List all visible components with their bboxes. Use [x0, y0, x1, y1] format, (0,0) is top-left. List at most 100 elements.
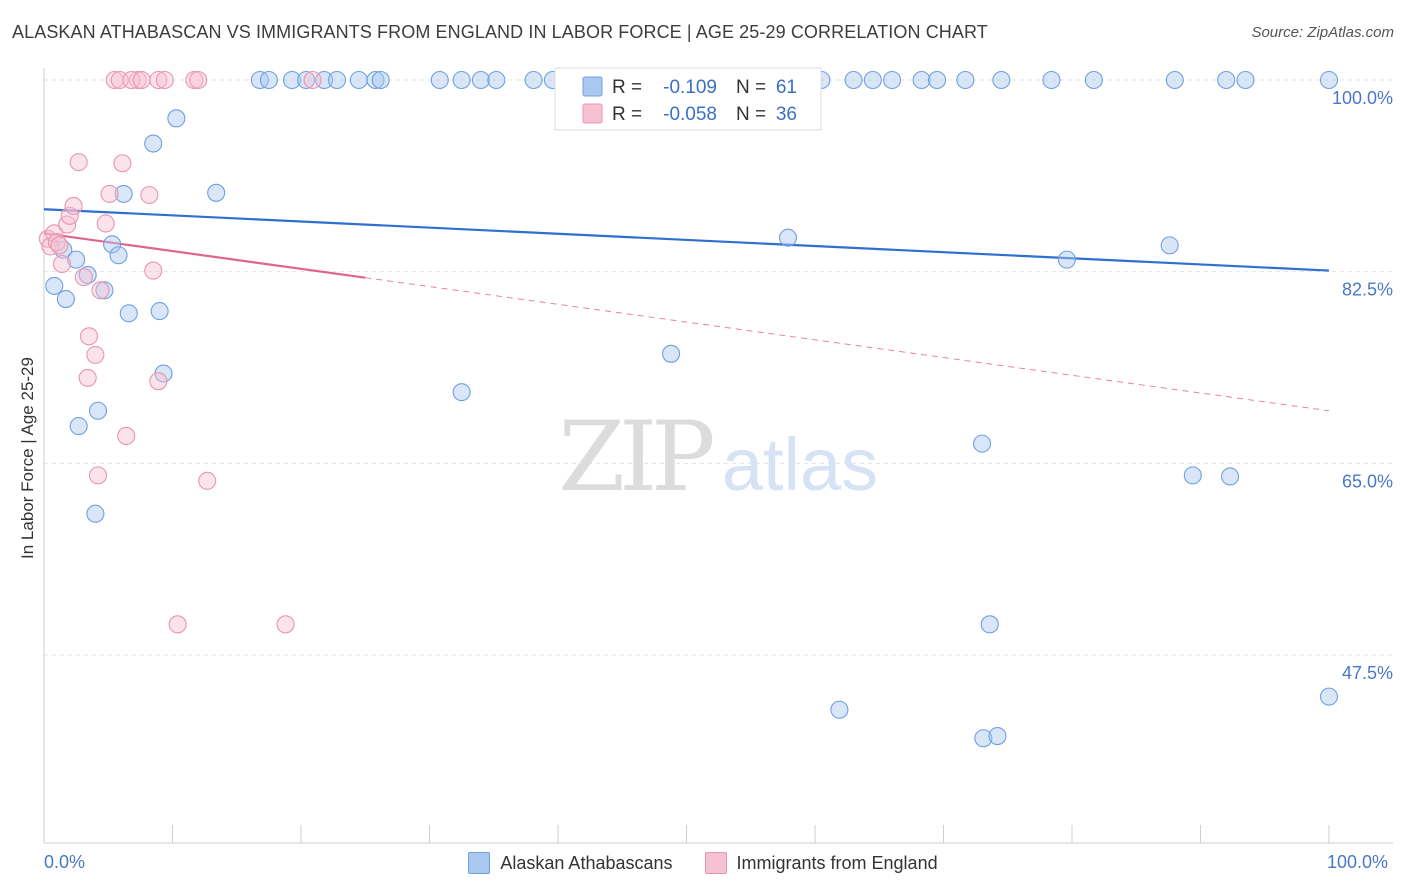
point-athabascans-43 [928, 70, 947, 90]
axes [43, 68, 1393, 844]
point-england-3 [47, 233, 66, 252]
point-athabascans-6 [69, 417, 88, 436]
point-athabascans-11 [114, 184, 133, 203]
point-athabascans-31 [524, 70, 543, 90]
point-athabascans-48 [1165, 70, 1184, 90]
point-athabascans-41 [883, 70, 902, 90]
stats-swatch-0 [582, 76, 603, 97]
point-england-11 [78, 368, 97, 387]
point-england-34 [189, 70, 208, 90]
point-athabascans-8 [86, 504, 105, 523]
point-england-5 [52, 254, 72, 274]
point-athabascans-12 [119, 304, 138, 323]
trend-lines [43, 208, 1330, 412]
watermark-zip: ZIP [558, 401, 713, 513]
point-athabascans-44 [956, 70, 975, 90]
point-england-8 [64, 196, 83, 216]
point-athabascans-45 [992, 70, 1011, 90]
point-england-4 [50, 236, 69, 255]
point-england-16 [96, 214, 115, 233]
point-athabascans-64 [1319, 70, 1339, 90]
point-athabascans-27 [430, 70, 449, 90]
legend-item-england: Immigrants from England [704, 852, 938, 874]
point-england-27 [276, 615, 295, 634]
point-england-35 [303, 70, 322, 90]
point-athabascans-16 [167, 109, 186, 128]
point-athabascans-52 [662, 344, 681, 363]
point-athabascans-54 [830, 700, 849, 719]
point-athabascans-28 [452, 70, 471, 90]
stats-n-label-0: N = [736, 77, 766, 98]
point-england-21 [128, 70, 147, 90]
x-tick-label-max: 100.0% [1327, 852, 1389, 872]
point-england-30 [132, 70, 151, 90]
chart-title: ALASKAN ATHABASCAN VS IMMIGRANTS FROM EN… [12, 22, 988, 42]
point-athabascans-5 [95, 281, 114, 300]
point-athabascans-40 [863, 70, 882, 90]
point-athabascans-57 [1057, 250, 1076, 269]
stats-r-label-1: R = [612, 104, 642, 125]
point-england-29 [122, 70, 141, 90]
point-athabascans-1 [56, 289, 75, 309]
chart-legend: Alaskan Athabascans Immigrants from Engl… [0, 852, 1406, 874]
point-england-15 [91, 281, 110, 300]
point-england-22 [140, 185, 159, 205]
point-england-17 [100, 184, 119, 203]
point-england-24 [149, 372, 168, 391]
stats-n-value-0: 61 [776, 77, 797, 98]
point-england-31 [149, 70, 168, 90]
point-england-19 [113, 154, 132, 173]
y-tick-label-1: 82.5% [1342, 280, 1393, 300]
point-athabascans-7 [88, 401, 108, 420]
point-england-25 [168, 615, 187, 634]
point-england-7 [60, 206, 79, 225]
x-tick-label-min: 0.0% [44, 852, 86, 872]
stats-legend-box: R = -0.109 N = 61 R = -0.058 N = 36 [554, 67, 822, 131]
point-athabascans-62 [974, 729, 993, 748]
point-athabascans-63 [988, 726, 1007, 746]
trend-line-solid-1 [43, 232, 366, 279]
gridlines [44, 79, 1393, 656]
watermark-atlas: atlas [722, 423, 878, 506]
point-athabascans-58 [1160, 236, 1179, 255]
point-athabascans-51 [452, 383, 471, 402]
point-athabascans-19 [259, 70, 278, 90]
point-athabascans-61 [1319, 687, 1339, 706]
point-england-32 [155, 70, 174, 90]
trend-line-dashed-1 [365, 277, 1330, 412]
point-athabascans-10 [109, 246, 128, 265]
point-england-23 [144, 261, 163, 280]
point-athabascans-26 [371, 70, 390, 90]
point-athabascans-9 [103, 235, 122, 254]
point-athabascans-49 [1217, 70, 1236, 90]
point-athabascans-20 [282, 70, 302, 90]
trend-line-solid-0 [43, 208, 1330, 272]
point-england-9 [69, 153, 88, 172]
source-label: Source: ZipAtlas.com [1251, 24, 1394, 41]
point-athabascans-46 [1042, 70, 1061, 90]
y-tick-labels: 100.0% 82.5% 65.0% 47.5% [1332, 88, 1393, 683]
stats-r-value-1: -0.058 [663, 104, 717, 125]
legend-label-athabascans: Alaskan Athabascans [500, 852, 673, 873]
legend-label-england: Immigrants from England [736, 852, 938, 873]
point-athabascans-23 [327, 70, 347, 90]
point-england-26 [198, 471, 217, 490]
legend-item-athabascans: Alaskan Athabascans [468, 852, 673, 874]
stats-n-value-1: 36 [776, 104, 797, 125]
stats-r-value-0: -0.109 [663, 77, 717, 98]
point-athabascans-53 [778, 228, 798, 247]
point-athabascans-50 [1236, 70, 1255, 90]
point-england-14 [88, 466, 108, 485]
point-athabascans-60 [1221, 467, 1240, 486]
point-england-10 [74, 268, 93, 287]
stats-swatch-1 [582, 103, 603, 124]
point-england-20 [117, 426, 136, 446]
point-athabascans-56 [980, 615, 999, 634]
point-athabascans-0 [45, 276, 64, 295]
point-england-12 [79, 327, 99, 346]
y-tick-label-0: 100.0% [1332, 88, 1393, 108]
point-athabascans-29 [471, 70, 490, 90]
legend-swatch-england [704, 852, 727, 874]
point-athabascans-39 [844, 70, 863, 90]
